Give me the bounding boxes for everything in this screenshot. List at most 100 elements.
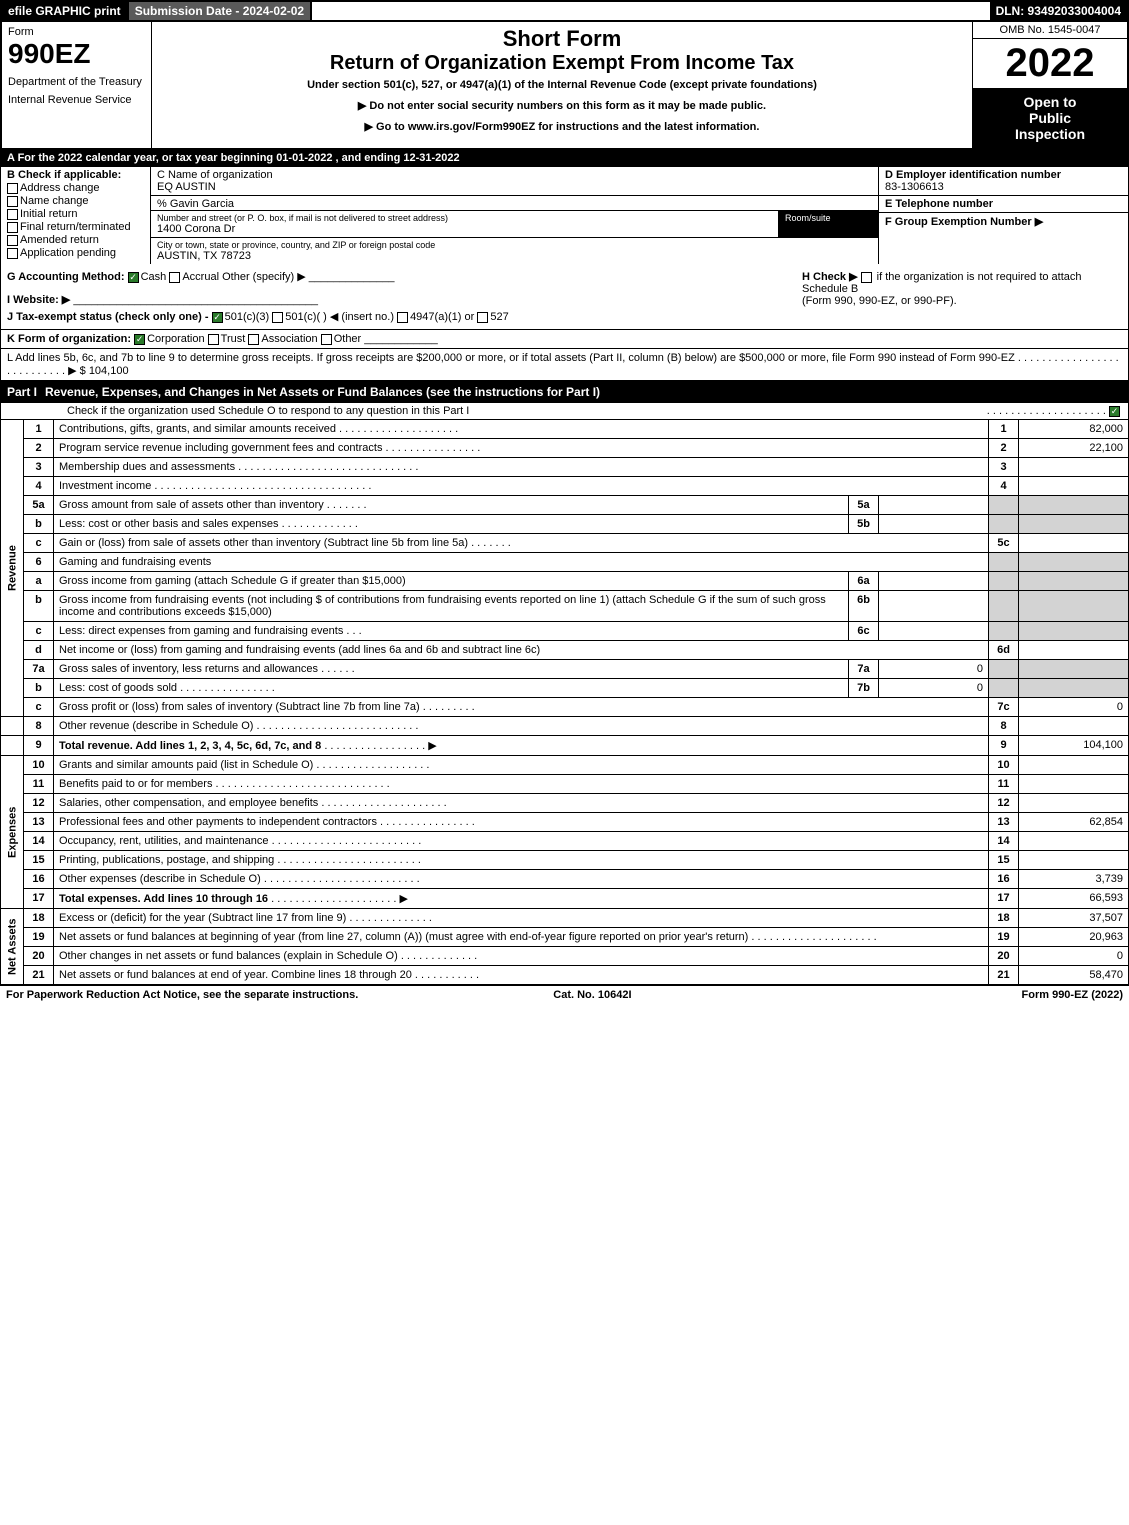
line-15-text: Printing, publications, postage, and shi…: [54, 851, 989, 870]
check-501c3[interactable]: ✓: [212, 312, 223, 323]
inspect-line2: Public: [977, 110, 1123, 126]
check-schedule-b[interactable]: [861, 272, 872, 283]
line-7b-amount: 0: [879, 679, 989, 698]
ein-value: 83-1306613: [885, 181, 1122, 193]
line-9-amount: 104,100: [1019, 736, 1129, 756]
line-6d-text: Net income or (loss) from gaming and fun…: [54, 641, 989, 660]
check-amended[interactable]: Amended return: [7, 234, 144, 246]
title-return: Return of Organization Exempt From Incom…: [160, 52, 964, 75]
instructions-link[interactable]: ▶ Go to www.irs.gov/Form990EZ for instru…: [160, 120, 964, 133]
line-21-text: Net assets or fund balances at end of ye…: [54, 966, 989, 985]
care-of: % Gavin Garcia: [157, 198, 872, 210]
check-initial-return[interactable]: Initial return: [7, 208, 144, 220]
check-address-change[interactable]: Address change: [7, 182, 144, 194]
check-association[interactable]: [248, 334, 259, 345]
section-h: H Check ▶ if the organization is not req…: [802, 270, 1122, 323]
line-19-text: Net assets or fund balances at beginning…: [54, 928, 989, 947]
line-12-text: Salaries, other compensation, and employ…: [54, 794, 989, 813]
row-l: L Add lines 5b, 6c, and 7b to line 9 to …: [0, 349, 1129, 381]
inspect-line3: Inspection: [977, 126, 1123, 142]
section-c-name-label: C Name of organization: [157, 169, 872, 181]
row-k: K Form of organization: ✓Corporation Tru…: [0, 330, 1129, 349]
part-1-check: Check if the organization used Schedule …: [0, 403, 1129, 419]
check-other-org[interactable]: [321, 334, 332, 345]
paperwork-notice: For Paperwork Reduction Act Notice, see …: [6, 989, 358, 1001]
revenue-section-label: Revenue: [1, 420, 24, 717]
row-a-tax-year: A For the 2022 calendar year, or tax yea…: [0, 148, 1129, 167]
line-8-text: Other revenue (describe in Schedule O) .…: [54, 717, 989, 736]
line-17-text: Total expenses. Add lines 10 through 16 …: [54, 889, 989, 909]
form-number: 990EZ: [8, 38, 145, 70]
efile-print-button[interactable]: efile GRAPHIC print: [2, 2, 129, 20]
line-18-text: Excess or (deficit) for the year (Subtra…: [54, 909, 989, 928]
check-cash[interactable]: ✓: [128, 272, 139, 283]
ssn-warning: ▶ Do not enter social security numbers o…: [160, 99, 964, 112]
section-d-label: D Employer identification number: [885, 169, 1061, 181]
line-21-amount: 58,470: [1019, 966, 1129, 985]
check-4947[interactable]: [397, 312, 408, 323]
expenses-section-label: Expenses: [1, 756, 24, 909]
line-7a-amount: 0: [879, 660, 989, 679]
line-18-amount: 37,507: [1019, 909, 1129, 928]
line-5b-text: Less: cost or other basis and sales expe…: [54, 515, 849, 534]
dept-label: Department of the Treasury: [8, 76, 145, 88]
submission-date: Submission Date - 2024-02-02: [129, 2, 312, 20]
line-2-text: Program service revenue including govern…: [54, 439, 989, 458]
section-ghij: G Accounting Method: ✓Cash Accrual Other…: [0, 264, 1129, 330]
line-6-text: Gaming and fundraising events: [54, 553, 989, 572]
line-10-text: Grants and similar amounts paid (list in…: [54, 756, 989, 775]
omb-number: OMB No. 1545-0047: [973, 22, 1127, 39]
inspect-line1: Open to: [977, 94, 1123, 110]
line-6b-text: Gross income from fundraising events (no…: [54, 591, 849, 622]
line-1-amount: 82,000: [1019, 420, 1129, 439]
check-name-change[interactable]: Name change: [7, 195, 144, 207]
city-state-zip: AUSTIN, TX 78723: [157, 250, 872, 262]
row-g: G Accounting Method: ✓Cash Accrual Other…: [7, 270, 802, 283]
section-b-label: B Check if applicable:: [7, 169, 144, 181]
check-application-pending[interactable]: Application pending: [7, 247, 144, 259]
row-i-website: I Website: ▶ ___________________________…: [7, 293, 802, 306]
line-2-amount: 22,100: [1019, 439, 1129, 458]
line-13-amount: 62,854: [1019, 813, 1129, 832]
line-7b-text: Less: cost of goods sold . . . . . . . .…: [54, 679, 849, 698]
section-bcdef: B Check if applicable: Address change Na…: [0, 167, 1129, 264]
line-7c-amount: 0: [1019, 698, 1129, 717]
line-1-text: Contributions, gifts, grants, and simila…: [54, 420, 989, 439]
line-5c-text: Gain or (loss) from sale of assets other…: [54, 534, 989, 553]
line-16-amount: 3,739: [1019, 870, 1129, 889]
line-6a-text: Gross income from gaming (attach Schedul…: [54, 572, 849, 591]
line-7a-text: Gross sales of inventory, less returns a…: [54, 660, 849, 679]
check-accrual[interactable]: [169, 272, 180, 283]
line-3-text: Membership dues and assessments . . . . …: [54, 458, 989, 477]
form-version: Form 990-EZ (2022): [1022, 989, 1123, 1001]
section-f-label: F Group Exemption Number ▶: [885, 216, 1043, 228]
public-inspection-badge: Open to Public Inspection: [973, 88, 1127, 148]
line-16-text: Other expenses (describe in Schedule O) …: [54, 870, 989, 889]
check-final-return[interactable]: Final return/terminated: [7, 221, 144, 233]
street-label: Number and street (or P. O. box, if mail…: [157, 213, 772, 223]
dln-label: DLN: 93492033004004: [990, 2, 1127, 20]
top-bar: efile GRAPHIC print Submission Date - 20…: [0, 0, 1129, 22]
check-527[interactable]: [477, 312, 488, 323]
line-20-amount: 0: [1019, 947, 1129, 966]
form-label: Form: [8, 26, 145, 38]
check-corporation[interactable]: ✓: [134, 334, 145, 345]
catalog-number: Cat. No. 10642I: [553, 989, 631, 1001]
irs-label: Internal Revenue Service: [8, 94, 145, 106]
line-19-amount: 20,963: [1019, 928, 1129, 947]
tax-year: 2022: [973, 39, 1127, 88]
title-short-form: Short Form: [160, 26, 964, 52]
line-5a-text: Gross amount from sale of assets other t…: [54, 496, 849, 515]
room-suite-label: Room/suite: [778, 211, 878, 237]
org-name: EQ AUSTIN: [157, 181, 872, 193]
line-11-text: Benefits paid to or for members . . . . …: [54, 775, 989, 794]
line-7c-text: Gross profit or (loss) from sales of inv…: [54, 698, 989, 717]
page-footer: For Paperwork Reduction Act Notice, see …: [0, 985, 1129, 1004]
check-schedule-o[interactable]: ✓: [1109, 406, 1120, 417]
line-13-text: Professional fees and other payments to …: [54, 813, 989, 832]
check-501c[interactable]: [272, 312, 283, 323]
section-e-label: E Telephone number: [885, 198, 993, 210]
part-1-table: Revenue 1Contributions, gifts, grants, a…: [0, 419, 1129, 985]
check-trust[interactable]: [208, 334, 219, 345]
part-1-header: Part I Revenue, Expenses, and Changes in…: [0, 381, 1129, 403]
